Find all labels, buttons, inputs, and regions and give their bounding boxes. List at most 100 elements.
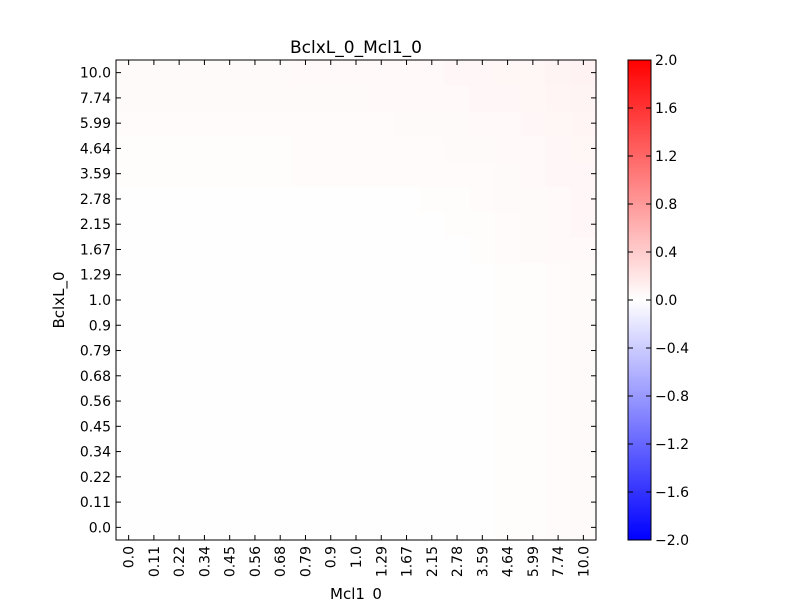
heatmap-cell bbox=[368, 186, 395, 213]
heatmap-cell bbox=[343, 438, 370, 465]
heatmap-cell bbox=[494, 135, 521, 162]
heatmap-cell bbox=[242, 312, 269, 339]
heatmap-cell bbox=[318, 236, 344, 263]
heatmap-cell bbox=[343, 110, 370, 137]
heatmap-cell bbox=[292, 464, 319, 491]
heatmap-cell bbox=[267, 363, 294, 390]
heatmap-cell bbox=[141, 262, 168, 288]
heatmap-cell bbox=[217, 262, 243, 288]
x-tick-label: 10.0 bbox=[576, 546, 592, 577]
heatmap-cell bbox=[141, 161, 168, 187]
heatmap-cell bbox=[469, 85, 496, 112]
y-tick-label: 1.0 bbox=[89, 293, 111, 309]
heatmap-cell bbox=[545, 186, 572, 213]
heatmap-cell bbox=[242, 489, 269, 516]
heatmap-cell bbox=[393, 287, 420, 314]
heatmap-cell bbox=[545, 161, 572, 187]
heatmap-cell bbox=[166, 85, 193, 112]
heatmap-cell bbox=[141, 363, 168, 390]
colorbar-tick-label: −1.2 bbox=[655, 437, 689, 453]
x-tick-label: 1.0 bbox=[349, 546, 365, 568]
x-tick-label: 0.22 bbox=[172, 546, 188, 577]
heatmap-cell bbox=[545, 464, 572, 491]
heatmap-cell bbox=[242, 337, 269, 364]
heatmap-cell bbox=[469, 312, 496, 339]
heatmap-cell bbox=[292, 489, 319, 516]
heatmap-cell bbox=[520, 489, 547, 516]
heatmap-cell bbox=[141, 211, 168, 238]
heatmap-cell bbox=[267, 337, 294, 364]
heatmap-cell bbox=[242, 135, 269, 162]
heatmap-cell bbox=[343, 211, 370, 238]
heatmap-cells bbox=[116, 60, 597, 541]
heatmap-cell bbox=[469, 489, 496, 516]
heatmap-cell bbox=[469, 363, 496, 390]
heatmap-cell bbox=[494, 236, 521, 263]
x-tick-label: 0.56 bbox=[248, 546, 264, 577]
x-tick-label: 1.29 bbox=[374, 546, 390, 577]
heatmap-cell bbox=[368, 262, 395, 288]
heatmap-cell bbox=[494, 262, 521, 288]
heatmap-cell bbox=[545, 110, 572, 137]
heatmap-cell bbox=[469, 135, 496, 162]
heatmap-cell bbox=[368, 489, 395, 516]
heatmap-cell bbox=[141, 337, 168, 364]
x-tick-label: 0.68 bbox=[273, 546, 289, 577]
heatmap-cell bbox=[520, 312, 547, 339]
heatmap-cell bbox=[469, 262, 496, 288]
heatmap-cell bbox=[242, 363, 269, 390]
heatmap-cell bbox=[520, 262, 547, 288]
x-axis-label: Mcl1_0 bbox=[330, 585, 382, 600]
heatmap-cell bbox=[191, 236, 218, 263]
x-tick-label: 2.15 bbox=[425, 546, 441, 577]
heatmap-cell bbox=[419, 438, 446, 465]
heatmap-cell bbox=[267, 186, 294, 213]
heatmap-cell bbox=[141, 312, 168, 339]
heatmap-cell bbox=[368, 135, 395, 162]
heatmap-cell bbox=[444, 211, 471, 238]
heatmap-cell bbox=[469, 388, 496, 415]
heatmap-cell bbox=[292, 236, 319, 263]
heatmap-cell bbox=[318, 438, 344, 465]
heatmap-cell bbox=[393, 262, 420, 288]
heatmap-cell bbox=[217, 236, 243, 263]
heatmap-cell bbox=[469, 211, 496, 238]
heatmap-cell bbox=[444, 186, 471, 213]
heatmap-cell bbox=[217, 110, 243, 137]
x-tick-label: 0.0 bbox=[122, 546, 138, 568]
heatmap-cell bbox=[318, 161, 344, 187]
heatmap-cell bbox=[242, 413, 269, 440]
heatmap-cell bbox=[191, 287, 218, 314]
x-axis-ticks: 0.0 0.11 0.22 0.34 0.45 0.56 0.68 0.79 0.9 1.0 1.2… bbox=[122, 60, 592, 577]
heatmap-cell bbox=[520, 186, 547, 213]
heatmap-cell bbox=[419, 236, 446, 263]
heatmap-cell bbox=[292, 287, 319, 314]
heatmap-cell bbox=[292, 262, 319, 288]
heatmap-cell bbox=[318, 363, 344, 390]
heatmap-cell bbox=[267, 262, 294, 288]
heatmap-cell bbox=[419, 312, 446, 339]
heatmap-cell bbox=[141, 186, 168, 213]
heatmap-cell bbox=[520, 211, 547, 238]
heatmap-cell bbox=[393, 110, 420, 137]
heatmap-cell bbox=[166, 161, 193, 187]
heatmap-cell bbox=[343, 85, 370, 112]
y-tick-label: 0.11 bbox=[80, 495, 111, 511]
heatmap-cell bbox=[343, 287, 370, 314]
heatmap-cell bbox=[520, 110, 547, 137]
heatmap-cell bbox=[217, 413, 243, 440]
heatmap-cell bbox=[520, 135, 547, 162]
colorbar-tick-label: 0.0 bbox=[655, 293, 677, 309]
heatmap-cell bbox=[419, 135, 446, 162]
heatmap-cell bbox=[545, 438, 572, 465]
x-tick-label: 2.78 bbox=[450, 546, 466, 577]
heatmap-cell bbox=[191, 135, 218, 162]
heatmap-cell bbox=[217, 161, 243, 187]
heatmap-cell bbox=[368, 438, 395, 465]
heatmap-cell bbox=[217, 287, 243, 314]
heatmap-cell bbox=[343, 262, 370, 288]
heatmap-cell bbox=[318, 337, 344, 364]
y-tick-label: 1.29 bbox=[80, 268, 111, 284]
y-axis-label: BclxL_0 bbox=[50, 272, 69, 329]
heatmap-cell bbox=[166, 110, 193, 137]
